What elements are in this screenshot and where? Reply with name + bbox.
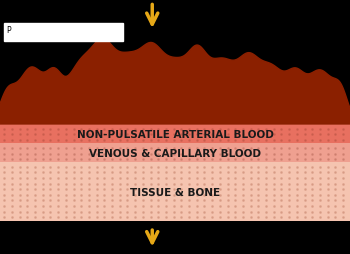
Bar xyxy=(0,163,350,221)
Bar xyxy=(0,144,350,163)
Text: TISSUE & BONE: TISSUE & BONE xyxy=(130,187,220,197)
Bar xyxy=(4,24,122,42)
Bar xyxy=(0,124,350,144)
Text: P: P xyxy=(6,26,11,35)
Text: NON-PULSATILE ARTERIAL BLOOD: NON-PULSATILE ARTERIAL BLOOD xyxy=(77,129,273,139)
Text: VENOUS & CAPILLARY BLOOD: VENOUS & CAPILLARY BLOOD xyxy=(89,148,261,158)
